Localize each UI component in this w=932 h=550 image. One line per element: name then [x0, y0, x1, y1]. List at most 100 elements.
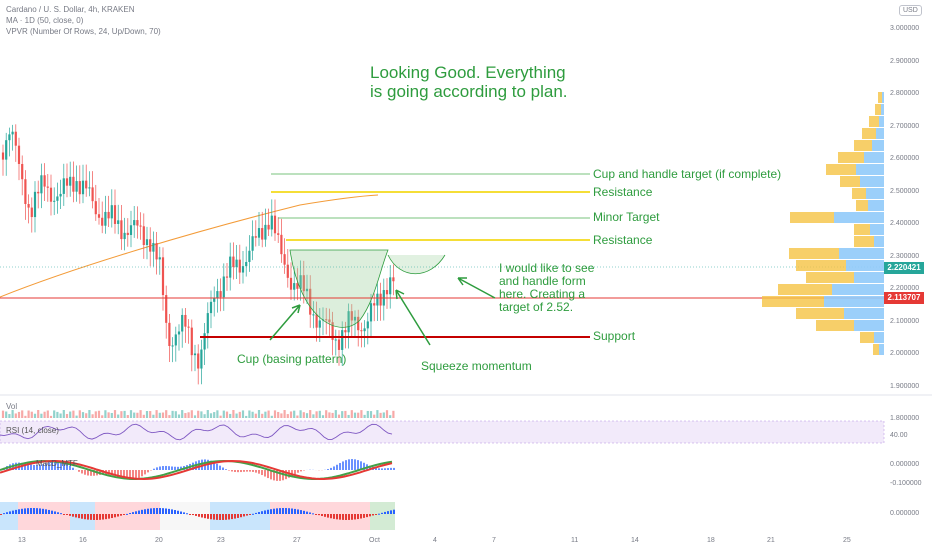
volume-bar	[382, 412, 385, 418]
squeeze-bar	[330, 514, 332, 519]
squeeze-bar	[294, 508, 296, 514]
macd-histogram-bar	[27, 464, 29, 470]
candle-body	[331, 322, 334, 340]
squeeze-bar	[213, 514, 215, 520]
ma-indicator-label[interactable]: MA · 1D (50, close, 0)	[6, 16, 84, 25]
candle-body	[65, 178, 69, 186]
squeeze-bar	[339, 514, 341, 520]
candle-body	[299, 275, 302, 289]
macd-histogram-bar	[234, 470, 236, 472]
y-tick-label: 2.400000	[890, 220, 920, 227]
squeeze-bar	[297, 509, 299, 514]
candle-body	[40, 175, 43, 194]
macd-histogram-bar	[330, 467, 332, 470]
y-tick-label: 2.500000	[890, 187, 920, 195]
candle-body	[305, 288, 309, 292]
volume-bar	[254, 413, 257, 418]
volume-bar	[161, 412, 165, 418]
candle-body	[389, 277, 392, 295]
squeeze-bar	[318, 514, 320, 516]
x-tick-label: 21	[767, 537, 775, 544]
squeeze-bar	[279, 508, 281, 514]
squeeze-bar	[207, 514, 209, 519]
macd-histogram-bar	[138, 470, 140, 478]
headline-line-2: is going according to plan.	[370, 82, 568, 101]
candle-body	[117, 220, 120, 224]
macd-histogram-bar	[246, 470, 248, 472]
candle-body	[353, 316, 357, 321]
squeeze-bar	[216, 514, 218, 520]
macd-histogram-bar	[156, 467, 158, 470]
level-label-target: Cup and handle target (if complete)	[593, 167, 782, 181]
squeeze-bar	[171, 509, 173, 514]
candle-body	[59, 193, 62, 197]
volume-bar	[293, 410, 296, 418]
currency-badge[interactable]: USD	[899, 5, 922, 16]
volume-bar	[379, 412, 382, 418]
macd-histogram-bar	[348, 459, 350, 470]
macd-histogram-bar	[273, 470, 275, 481]
volume-bar	[129, 410, 133, 418]
candle-body	[366, 321, 369, 329]
macd-histogram-bar	[168, 466, 170, 470]
macd-histogram-bar	[390, 467, 392, 470]
squeeze-bar	[369, 514, 371, 517]
squeeze-bar	[144, 509, 146, 514]
volume-bar	[165, 410, 168, 418]
macd-histogram-bar	[132, 470, 134, 480]
squeeze-zone	[270, 502, 290, 530]
candle-body	[203, 333, 206, 350]
candle-body	[110, 205, 113, 219]
volume-bar	[280, 413, 283, 418]
y-tick-label: 3.000000	[890, 25, 920, 32]
candle-body	[235, 259, 238, 268]
squeeze-bar	[333, 514, 335, 519]
volume-bar	[78, 410, 81, 418]
squeeze-bar	[66, 514, 68, 515]
candle-body	[379, 293, 382, 306]
squeeze-bar	[306, 511, 308, 514]
candle-body	[222, 276, 225, 298]
volume-bar	[104, 410, 107, 418]
x-tick-label: 23	[217, 537, 225, 544]
macd-histogram-bar	[210, 460, 212, 470]
handle-shape	[387, 254, 446, 275]
macd-histogram-bar	[33, 464, 35, 470]
macd-histogram-bar	[63, 462, 65, 470]
squeeze-bar	[237, 514, 239, 518]
macd-histogram-bar	[171, 466, 173, 470]
vp-up-bar	[874, 332, 884, 343]
candle-body	[123, 232, 126, 240]
volume-bar	[5, 411, 8, 418]
candle-body	[72, 176, 75, 192]
vpvr-indicator-label[interactable]: VPVR (Number Of Rows, 24, Up/Down, 70)	[6, 27, 161, 36]
macd-histogram-bar	[387, 468, 389, 470]
macd-tick-0: 0.000000	[890, 461, 920, 468]
vp-up-bar	[881, 104, 884, 115]
macd-histogram-bar	[279, 470, 281, 481]
macd-histogram-bar	[225, 469, 227, 470]
macd-histogram-bar	[216, 463, 218, 470]
squeeze-bar	[75, 514, 77, 518]
macd-histogram-bar	[240, 470, 242, 473]
x-tick-label: Oct	[369, 537, 380, 544]
squeeze-bar	[18, 509, 20, 514]
squeeze-bar	[27, 508, 29, 514]
volume-bar	[75, 415, 78, 418]
volume-bar	[369, 411, 373, 418]
y-tick-label: 2.600000	[890, 155, 920, 162]
squeeze-bar	[81, 514, 83, 519]
squeeze-bar	[264, 510, 266, 514]
squeeze-bar	[186, 513, 188, 515]
squeeze-bar	[138, 510, 140, 514]
level-label-resistance-lower: Resistance	[593, 233, 653, 247]
squeeze-bar	[135, 511, 137, 514]
squeeze-pane	[0, 502, 395, 530]
candle-body	[94, 201, 97, 215]
candle-body	[347, 311, 350, 333]
volume-bar	[261, 413, 264, 418]
volume-bar	[158, 412, 161, 418]
squeeze-bar	[126, 513, 128, 515]
vp-up-bar	[864, 152, 884, 163]
